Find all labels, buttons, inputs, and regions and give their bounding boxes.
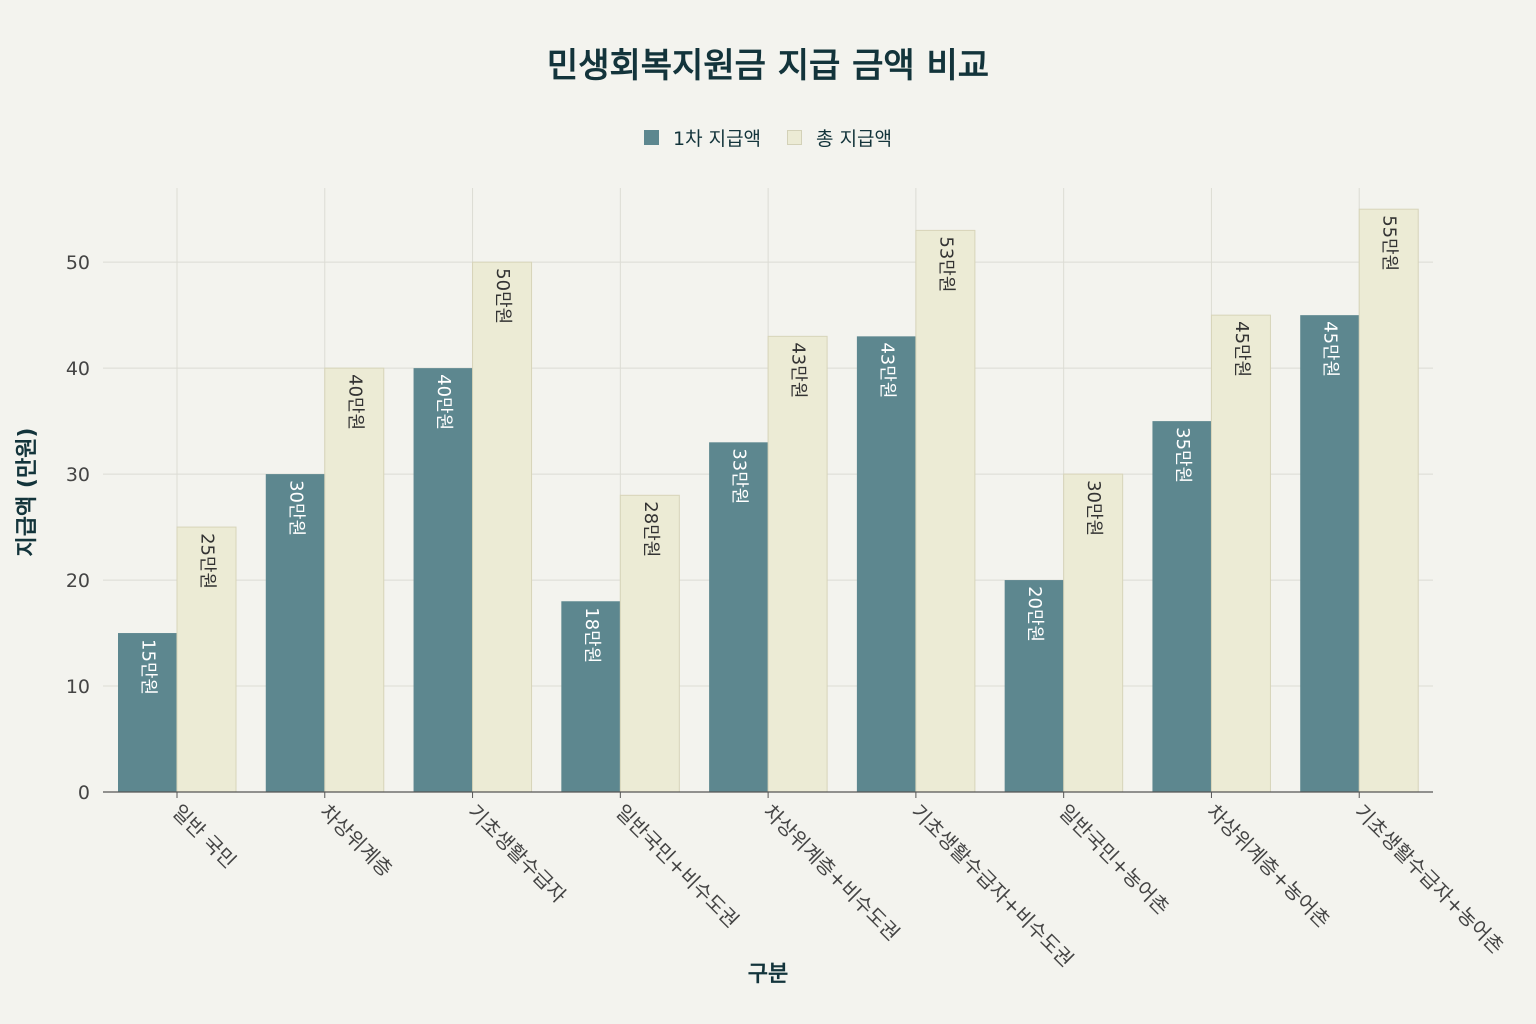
bar-label-total-payment: 28만원 <box>640 501 661 557</box>
labels-layer: 15만원 25만원 30만원 40만원 40만원 50만원 18만원 28만원 33만원 43만원… <box>138 215 1400 695</box>
x-axis-title: 구분 <box>748 962 788 987</box>
bar-label-first-payment: 40만원 <box>433 374 454 430</box>
x-tick-label: 일반국민+비수도권 <box>611 800 744 933</box>
bar-total-payment[interactable] <box>767 335 828 793</box>
bar-total-payment[interactable] <box>619 494 680 793</box>
bar-total-payment[interactable] <box>1210 314 1271 793</box>
bar-label-first-payment: 20만원 <box>1024 586 1045 642</box>
legend-swatch-total-payment <box>787 130 803 145</box>
bar-first-payment[interactable] <box>118 633 177 792</box>
bar-label-first-payment: 43만원 <box>876 342 897 398</box>
x-tick-label: 차상위계층+농어촌 <box>1202 800 1335 933</box>
legend-item-total-payment[interactable]: 총 지급액 <box>787 124 892 151</box>
y-tick-label: 50 <box>66 252 90 274</box>
bar-total-payment[interactable] <box>1358 208 1419 793</box>
bar-first-payment[interactable] <box>1152 421 1212 792</box>
legend-label-first-payment: 1차 지급액 <box>672 128 762 150</box>
x-tick-label: 일반 국민 <box>167 800 241 874</box>
bar-label-total-payment: 25만원 <box>197 533 218 589</box>
bar-label-first-payment: 18만원 <box>581 607 602 663</box>
bar-total-payment[interactable] <box>324 367 385 793</box>
bar-first-payment[interactable] <box>1300 315 1360 792</box>
bar-label-total-payment: 43만원 <box>788 342 809 398</box>
legend-label-total-payment: 총 지급액 <box>816 128 893 150</box>
bar-first-payment[interactable] <box>709 442 769 792</box>
bar-first-payment[interactable] <box>413 368 473 792</box>
bars-layer <box>118 208 1419 793</box>
x-tick-label: 기초생활수급자+비수도권 <box>906 800 1078 972</box>
legend-swatch-first-payment <box>643 130 659 145</box>
x-tick-label: 기초생활수급자 <box>463 800 571 908</box>
y-tick-label: 10 <box>66 676 90 698</box>
bar-label-total-payment: 45만원 <box>1231 321 1252 377</box>
chart-title: 민생회복지원금 지급 금액 비교 <box>546 46 990 86</box>
bar-total-payment[interactable] <box>1063 473 1124 793</box>
bar-label-total-payment: 50만원 <box>492 268 513 324</box>
y-tick-label: 30 <box>66 464 90 486</box>
bar-first-payment[interactable] <box>265 474 325 792</box>
bar-label-first-payment: 30만원 <box>285 480 306 536</box>
bar-total-payment[interactable] <box>472 261 533 793</box>
bar-label-first-payment: 45만원 <box>1320 321 1341 377</box>
bar-total-payment[interactable] <box>176 526 237 793</box>
bar-label-first-payment: 33만원 <box>729 448 750 504</box>
bar-label-total-payment: 40만원 <box>344 374 365 430</box>
bar-first-payment[interactable] <box>561 601 621 792</box>
bar-first-payment[interactable] <box>856 336 916 792</box>
bar-label-total-payment: 55만원 <box>1379 215 1400 271</box>
y-tick-label: 40 <box>66 358 90 380</box>
y-tick-label: 0 <box>78 782 90 804</box>
bar-label-total-payment: 53만원 <box>935 236 956 292</box>
bar-label-first-payment: 35만원 <box>1172 427 1193 483</box>
x-tick-label: 차상위계층 <box>315 800 397 882</box>
bar-label-first-payment: 15만원 <box>138 639 159 695</box>
x-tick-label: 차상위계층+비수도권 <box>759 800 905 946</box>
x-tick-label: 기초생활수급자+농어촌 <box>1350 800 1509 959</box>
x-tick-label: 일반국민+농어촌 <box>1054 800 1174 920</box>
y-tick-label: 20 <box>66 570 90 592</box>
legend: 1차 지급액 총 지급액 <box>0 124 1536 151</box>
bar-label-total-payment: 30만원 <box>1083 480 1104 536</box>
y-axis-title: 지급액 (만원) <box>15 428 40 557</box>
bar-first-payment[interactable] <box>1004 580 1064 792</box>
legend-item-first-payment[interactable]: 1차 지급액 <box>643 124 762 151</box>
bar-total-payment[interactable] <box>915 229 976 793</box>
